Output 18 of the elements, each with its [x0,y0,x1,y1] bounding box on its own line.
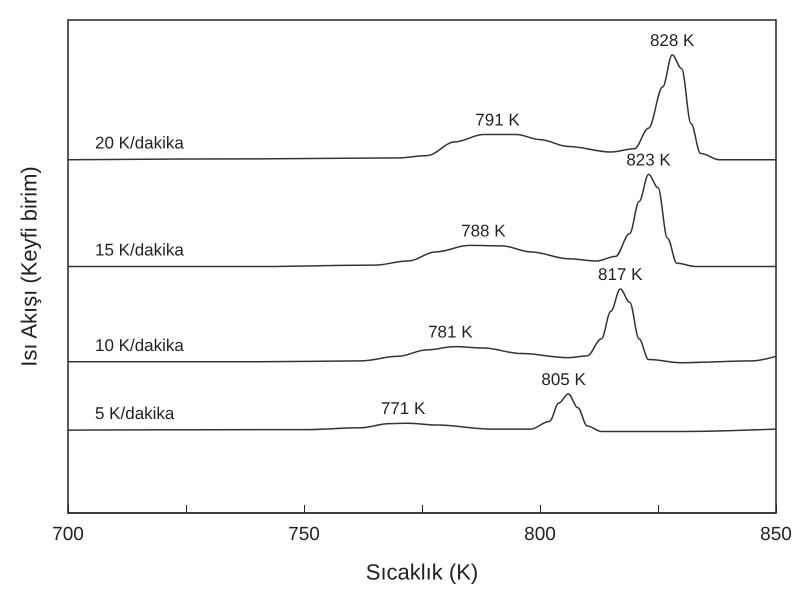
x-tick-label: 850 [760,524,792,545]
x-tick-label: 800 [524,524,556,545]
x-axis-title: Sıcaklık (K) [366,560,478,584]
series-label: 10 K/dakika [95,336,184,355]
series-label: 5 K/dakika [95,404,175,424]
series-label: 15 K/dakika [95,240,184,260]
annotation: 781 K [428,322,474,342]
annotation: 788 K [461,221,506,240]
x-tick-label: 700 [52,524,84,545]
y-axis-title: Isı Akışı (Keyfi birim) [16,166,42,367]
annotation: 791 K [475,110,520,130]
x-tick-label: 750 [288,524,320,545]
series-label: 20 K/dakika [95,134,184,153]
annotation: 805 K [541,370,586,389]
annotation: 817 K [598,264,644,284]
annotation: 771 K [380,399,426,418]
annotation: 828 K [650,30,696,50]
annotation: 823 K [626,150,672,170]
